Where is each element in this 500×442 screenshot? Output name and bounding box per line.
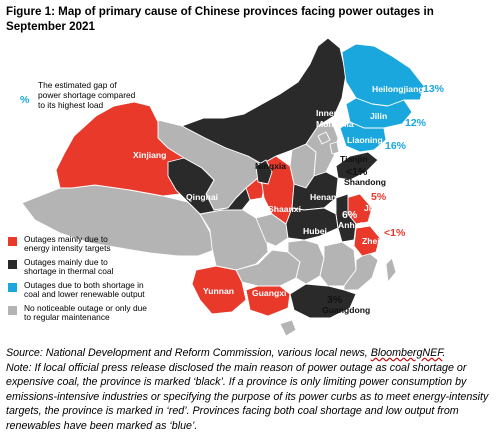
legend-label-thermal-coal-1: Outages mainly due to (24, 257, 108, 267)
label-guangdong: Guangdong (322, 305, 370, 315)
label-inner-mongolia-1: Inner (316, 108, 338, 118)
province-heilongjiang (341, 43, 425, 107)
legend-swatch-none (8, 306, 17, 315)
legend-label-none-2: to regular maintenance (24, 312, 110, 322)
label-heilongjiang: Heilongjiang (372, 84, 424, 94)
label-yunnan: Yunnan (203, 286, 234, 296)
province-liaoning (339, 121, 387, 153)
gap-guangdong: 3% (327, 294, 343, 306)
label-xinjiang: Xinjiang (133, 150, 166, 160)
gap-percent-symbol: % (20, 94, 30, 106)
legend-swatch-both (8, 283, 17, 292)
label-inner-mongolia-2: Mongolia (316, 119, 354, 129)
province-hainan (279, 319, 297, 337)
province-hebei (305, 121, 339, 177)
label-anhui: Anhui (338, 220, 362, 230)
china-power-outage-map: % The estimated gap of power shortage co… (8, 38, 445, 337)
figure-title: Figure 1: Map of primary cause of Chines… (6, 5, 434, 33)
gap-heilongjiang: 13% (423, 83, 445, 95)
province-qinghai (167, 157, 251, 215)
label-liaoning: Liaoning (347, 135, 383, 145)
province-hunan (287, 239, 325, 285)
gap-jiangsu: 5% (371, 191, 387, 203)
province-ningxia (255, 159, 273, 185)
gap-note-line-3: to its highest load (38, 100, 104, 110)
province-zhejiang (353, 225, 381, 257)
province-anhui (335, 193, 357, 243)
label-jilin: Jilin (370, 111, 387, 121)
label-guangxi: Guangxi (252, 288, 286, 298)
source-suffix: . (442, 347, 446, 359)
legend-label-both-2: coal and lower renewable output (24, 289, 145, 299)
label-hubei: Hubei (303, 226, 327, 236)
province-shandong (335, 151, 379, 181)
legend-label-none-1: No noticeable outage or only due (24, 303, 147, 313)
label-shandong: Shandong (344, 177, 386, 187)
source-brand: BloombergNEF (370, 347, 443, 359)
legend-label-both-1: Outages due to both shortage in (24, 280, 144, 290)
province-beijing (317, 131, 331, 145)
province-taiwan (385, 257, 397, 283)
label-jiangsu: Jiangsu (364, 203, 396, 213)
gap-liaoning: 16% (385, 140, 407, 152)
label-ningxia: Ningxia (255, 161, 286, 171)
legend-swatch-energy-intensity (8, 237, 17, 246)
gap-anhui: 6% (342, 209, 358, 221)
gap-note-line-2: power shortage compared (38, 90, 136, 100)
province-tianjin (329, 141, 340, 155)
gap-zhejiang: <1% (384, 227, 406, 239)
province-xinjiang (55, 101, 187, 197)
legend-label-energy-intensity-1: Outages mainly due to (24, 234, 108, 244)
label-zhejiang: Zhejiang (362, 236, 397, 246)
gap-shandong: <1% (346, 166, 368, 178)
gap-note-line-1: The estimated gap of (38, 80, 117, 90)
gap-jilin: 12% (405, 117, 427, 129)
province-fujian (343, 251, 379, 291)
province-guangxi (245, 285, 291, 317)
legend-swatch-thermal-coal (8, 260, 17, 269)
province-guangdong (289, 283, 357, 319)
legend-label-thermal-coal-2: shortage in thermal coal (24, 266, 114, 276)
legend-label-energy-intensity-2: energy intensity targets (24, 243, 111, 253)
label-shaanxi: Shaanxi (268, 204, 301, 214)
note-text: Note: If local official press release di… (6, 361, 489, 432)
legend: Outages mainly due to energy intensity t… (8, 234, 147, 322)
source-note: Source: National Development and Reform … (6, 346, 496, 434)
source-prefix: Source: National Development and Reform … (6, 347, 371, 359)
province-yunnan (191, 265, 247, 315)
label-qinghai: Qinghai (186, 192, 218, 202)
label-tianjin: Tianjin (340, 154, 368, 164)
label-henan: Henan (310, 192, 336, 202)
